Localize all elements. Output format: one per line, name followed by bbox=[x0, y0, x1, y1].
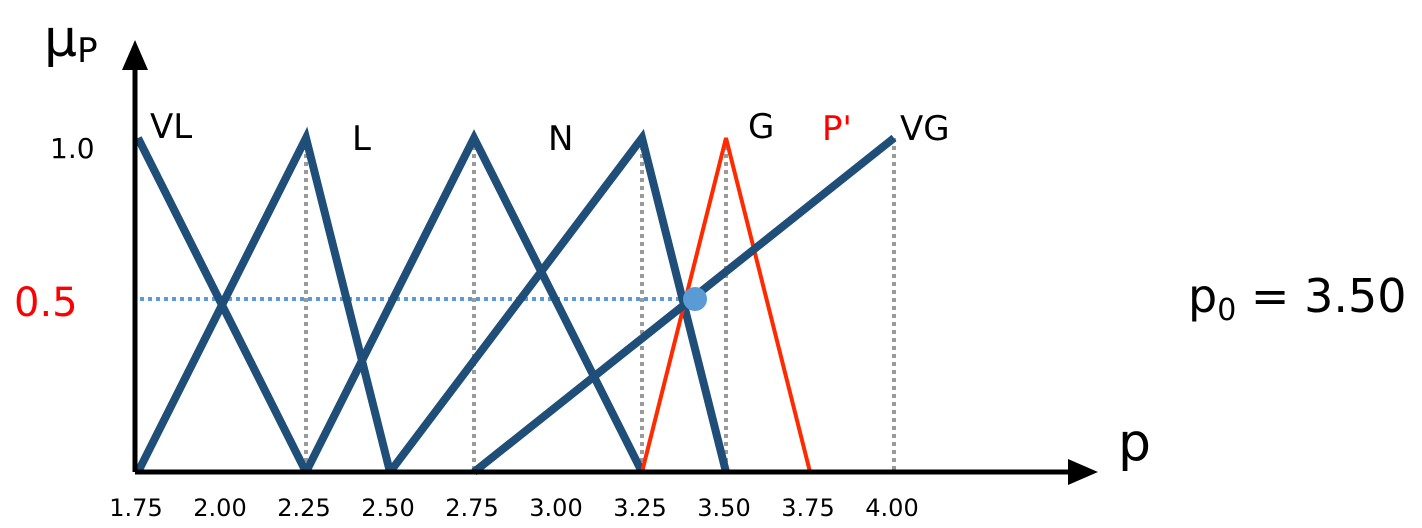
x-tick-label-2.75: 2.75 bbox=[445, 494, 498, 522]
x-tick-label-2.50: 2.50 bbox=[361, 494, 414, 522]
set-label-g: G bbox=[748, 107, 774, 147]
x-tick-label-3.75: 3.75 bbox=[781, 494, 834, 522]
membership-series bbox=[134, 126, 897, 476]
x-tick-label-3.25: 3.25 bbox=[613, 494, 666, 522]
p0-annotation: p0 = 3.50 bbox=[1188, 269, 1407, 328]
y-tick-label-1.0: 1.0 bbox=[50, 132, 95, 165]
set-label-pprime: P' bbox=[822, 109, 852, 149]
y-axis-arrowhead bbox=[122, 40, 148, 70]
set-labels: VL L N G P' VG bbox=[150, 107, 950, 159]
axes bbox=[122, 40, 1098, 485]
alpha-cut: 0.5 bbox=[14, 280, 690, 326]
alpha-cut-label: 0.5 bbox=[14, 280, 78, 326]
series-pprime bbox=[640, 137, 812, 473]
x-tick-label-2.00: 2.00 bbox=[193, 494, 246, 522]
series-g bbox=[386, 128, 730, 475]
set-label-l: L bbox=[352, 119, 371, 159]
y-axis-label: μP bbox=[44, 9, 98, 71]
x-axis-label: p bbox=[1118, 413, 1151, 473]
x-tick-label-3.50: 3.50 bbox=[697, 494, 750, 522]
series-n bbox=[302, 129, 646, 474]
point-marks bbox=[683, 287, 708, 311]
set-label-n: N bbox=[548, 119, 573, 159]
x-tick-label-4.00: 4.00 bbox=[865, 494, 918, 522]
x-tick-label-3.00: 3.00 bbox=[529, 494, 582, 522]
tick-labels: 1.75 2.00 2.25 2.50 2.75 3.00 3.25 3.50 3.75 4.00… bbox=[50, 132, 919, 522]
series-l bbox=[134, 126, 394, 474]
set-label-vg: VG bbox=[900, 109, 950, 149]
set-label-vl: VL bbox=[150, 107, 192, 147]
x-axis-arrowhead bbox=[1068, 459, 1098, 485]
series-vg bbox=[471, 134, 897, 476]
x-tick-label-1.75: 1.75 bbox=[109, 494, 162, 522]
x-tick-label-2.25: 2.25 bbox=[277, 494, 330, 522]
intersection-point bbox=[683, 287, 708, 311]
